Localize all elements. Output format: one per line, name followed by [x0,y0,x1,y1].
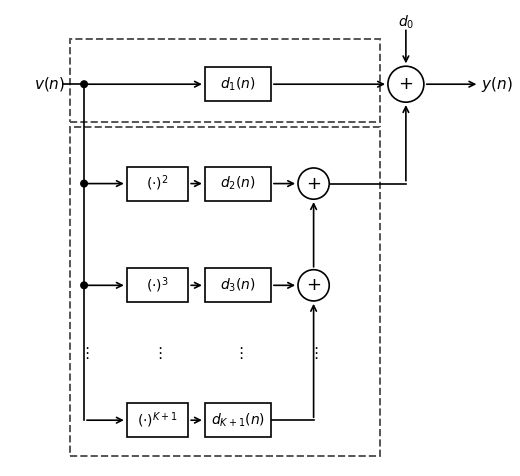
Text: $\vdots$: $\vdots$ [308,345,319,361]
Circle shape [81,282,87,288]
FancyBboxPatch shape [205,67,271,101]
FancyBboxPatch shape [205,268,271,302]
Text: $d_2(n)$: $d_2(n)$ [220,175,256,192]
Circle shape [81,180,87,187]
Circle shape [298,168,329,199]
Text: $y(n)$: $y(n)$ [480,75,512,94]
Text: $d_{K+1}(n)$: $d_{K+1}(n)$ [211,411,265,429]
Text: $d_1(n)$: $d_1(n)$ [220,76,256,93]
Circle shape [388,66,424,102]
Text: $(\cdot)^{K+1}$: $(\cdot)^{K+1}$ [137,410,178,430]
Text: $+$: $+$ [306,277,321,294]
FancyBboxPatch shape [127,268,188,302]
Text: $+$: $+$ [398,75,413,93]
Text: $(\cdot)^3$: $(\cdot)^3$ [146,276,169,295]
FancyBboxPatch shape [127,403,188,437]
Circle shape [298,270,329,301]
FancyBboxPatch shape [205,403,271,437]
FancyBboxPatch shape [127,167,188,200]
Text: $v(n)$: $v(n)$ [34,75,66,93]
Text: $d_3(n)$: $d_3(n)$ [220,277,256,294]
Text: $\vdots$: $\vdots$ [79,345,89,361]
Text: $+$: $+$ [306,175,321,193]
Circle shape [81,81,87,88]
Text: $\vdots$: $\vdots$ [233,345,243,361]
FancyBboxPatch shape [205,167,271,200]
Text: $(\cdot)^2$: $(\cdot)^2$ [146,174,169,193]
Text: $\vdots$: $\vdots$ [152,345,163,361]
Text: $d_0$: $d_0$ [398,13,414,30]
